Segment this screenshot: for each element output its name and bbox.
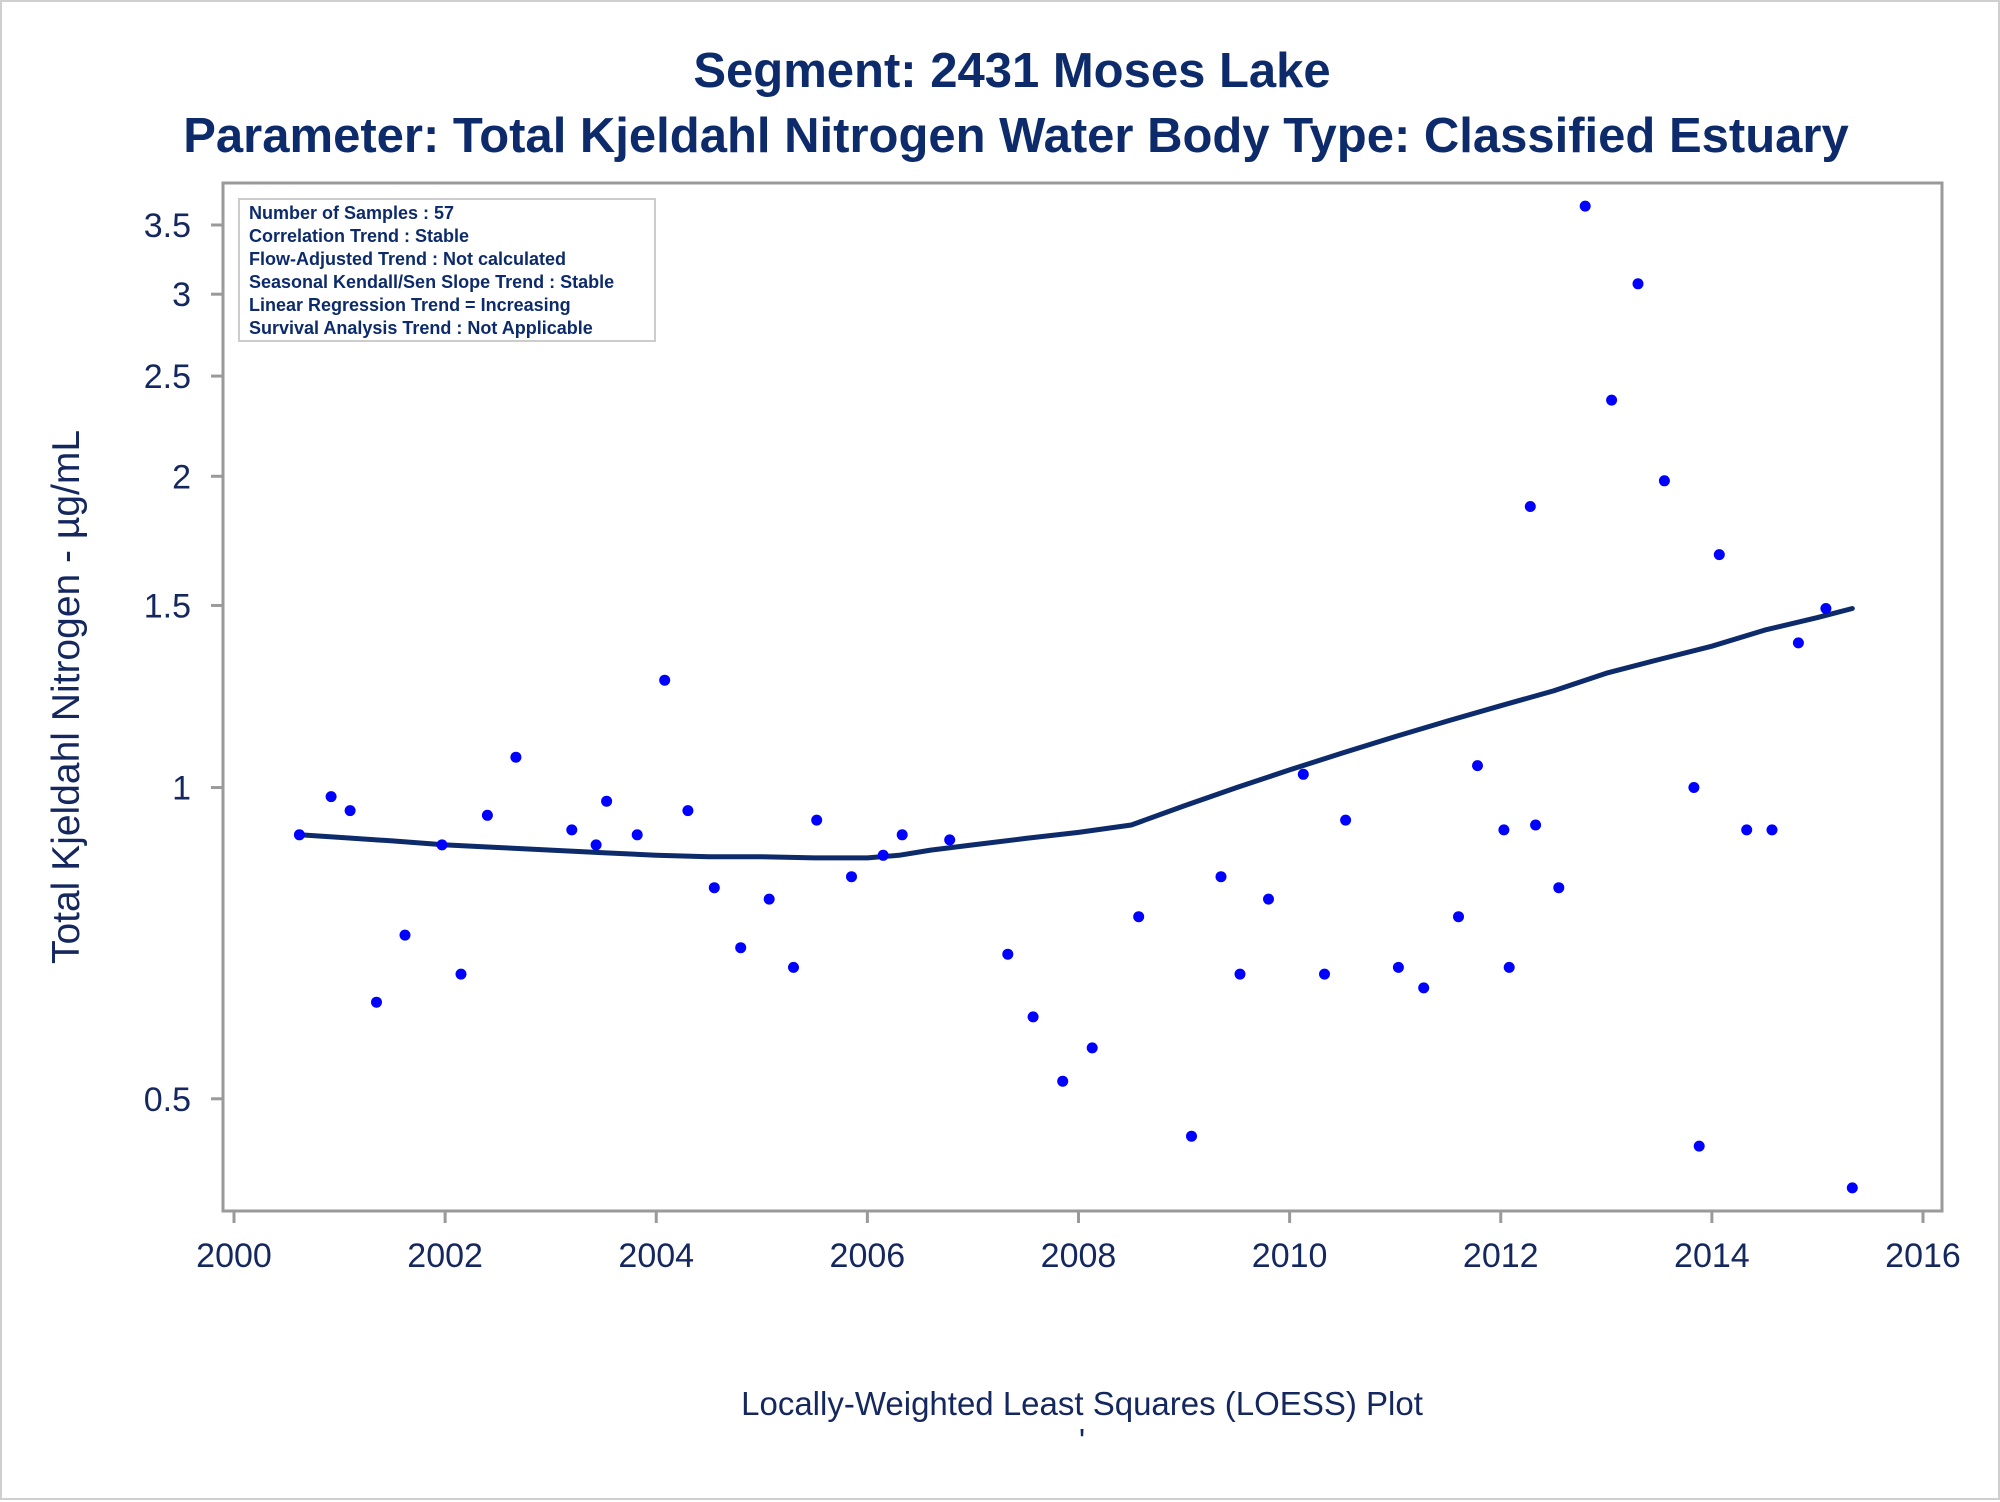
plot-area-frame: [221, 181, 1944, 1213]
x-tick-label: 2010: [1252, 1237, 1328, 1275]
data-point: [1340, 814, 1352, 826]
data-point: [1002, 948, 1014, 960]
x-tick-label: 2006: [830, 1237, 906, 1275]
x-tick-label: 2012: [1463, 1237, 1539, 1275]
y-tick-label: 0.5: [144, 1081, 191, 1119]
data-point: [1472, 760, 1483, 772]
data-point: [1766, 824, 1778, 836]
data-point: [1693, 1140, 1705, 1152]
y-tick-label: 3: [172, 276, 191, 314]
data-point: [1498, 824, 1510, 836]
x-tick-label: 2000: [196, 1237, 272, 1275]
data-point: [566, 824, 578, 836]
data-point: [436, 839, 448, 851]
data-point: [811, 814, 823, 826]
x-tick-label: 2008: [1041, 1237, 1117, 1275]
data-point: [788, 961, 799, 973]
data-point: [659, 674, 671, 686]
data-point: [399, 929, 411, 941]
data-point: [1606, 394, 1618, 406]
data-point: [455, 968, 467, 980]
data-point: [1553, 882, 1565, 894]
data-point: [1530, 819, 1542, 831]
data-point: [481, 809, 493, 821]
stats-line-linear-regression: Linear Regression Trend = Increasing: [249, 295, 571, 315]
y-tick-label: 2.5: [144, 358, 191, 396]
data-point: [708, 882, 720, 894]
data-point: [1846, 1182, 1858, 1194]
data-point: [1579, 200, 1591, 212]
x-tick-label: 2004: [618, 1237, 694, 1275]
data-point: [293, 829, 305, 841]
loess-layer: [296, 606, 1855, 861]
data-point: [1688, 782, 1700, 793]
data-point: [735, 942, 747, 954]
chart-title: Segment: 2431 Moses Lake: [693, 44, 1330, 98]
y-tick-label: 1: [172, 770, 191, 808]
chart-subtitle: Parameter: Total Kjeldahl Nitrogen Water…: [183, 109, 1848, 163]
loess-line: [296, 606, 1855, 861]
points-layer: [293, 200, 1858, 1194]
data-point: [944, 834, 956, 846]
stats-line-seasonal-kendall: Seasonal Kendall/Sen Slope Trend : Stabl…: [249, 272, 614, 292]
data-point: [1658, 475, 1670, 487]
stats-line-survival-analysis: Survival Analysis Trend : Not Applicable: [249, 318, 593, 338]
data-point: [846, 871, 857, 883]
data-point: [1027, 1011, 1039, 1023]
data-point: [344, 805, 356, 817]
x-tick-label: 2016: [1885, 1237, 1961, 1275]
data-point: [1086, 1042, 1098, 1054]
data-point: [682, 805, 694, 817]
stats-line-correlation: Correlation Trend : Stable: [249, 226, 469, 246]
chart-footer: Locally-Weighted Least Squares (LOESS) P…: [741, 1385, 1423, 1422]
data-point: [1792, 637, 1804, 649]
x-tick-label: 2002: [407, 1237, 483, 1275]
x-tick-label: 2014: [1674, 1237, 1750, 1275]
data-point: [590, 839, 602, 851]
data-point: [1297, 768, 1309, 780]
y-tick-label: 1.5: [144, 587, 191, 625]
y-axis: 0.5 1 1.5 2 2.5 3 3.5: [144, 207, 223, 1119]
data-point: [510, 751, 522, 763]
data-point: [1319, 968, 1330, 980]
data-point: [1234, 968, 1246, 980]
data-point: [631, 829, 643, 841]
data-point: [371, 996, 382, 1008]
data-point: [1057, 1075, 1069, 1087]
footer-mark: ': [1079, 1422, 1085, 1459]
stats-line-samples: Number of Samples : 57: [249, 203, 454, 223]
data-point: [1418, 982, 1430, 994]
data-point: [1741, 824, 1753, 836]
data-point: [896, 829, 908, 841]
data-point: [1186, 1130, 1197, 1142]
data-point: [763, 893, 775, 905]
data-point: [601, 795, 613, 807]
data-point: [1392, 961, 1404, 973]
y-tick-label: 3.5: [144, 207, 191, 245]
data-point: [1263, 893, 1274, 905]
data-point: [1215, 871, 1227, 883]
data-point: [877, 849, 889, 861]
data-point: [1503, 961, 1515, 973]
y-tick-label: 2: [172, 458, 191, 496]
stats-box-frame: [238, 198, 656, 342]
data-point: [1820, 603, 1832, 614]
y-axis-label: Total Kjeldahl Nitrogen - µg/mL: [45, 430, 88, 964]
data-point: [1453, 911, 1464, 923]
data-point: [325, 791, 337, 803]
data-point: [1713, 549, 1725, 561]
data-point: [1632, 278, 1644, 290]
data-point: [1524, 501, 1536, 512]
x-axis: 2000 2002 2004 2006 2008 2010 2012 2014 2016: [196, 1211, 1961, 1275]
data-point: [1133, 911, 1145, 923]
stats-box: Number of Samples : 57 Correlation Trend…: [238, 198, 656, 342]
stats-line-flow-adjusted: Flow-Adjusted Trend : Not calculated: [249, 249, 566, 269]
